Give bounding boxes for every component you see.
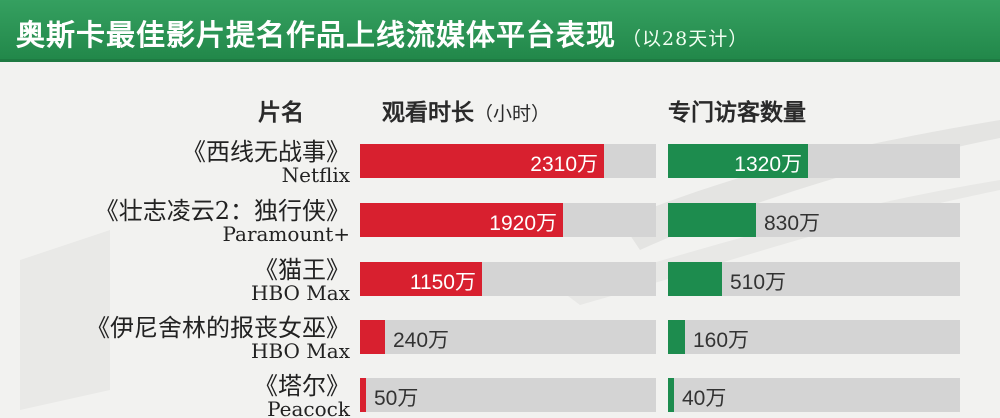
visit-track: 1320万 [668,144,960,178]
header-name: 片名 [258,100,304,126]
visit-value-label: 830万 [764,212,821,235]
watch-track: 1150万 [360,262,656,296]
watch-value-label: 1920万 [489,212,557,235]
visit-bar [668,203,756,237]
watch-value-label: 240万 [393,329,450,352]
row-label: 《西线无战事》 Netflix [0,140,350,185]
watch-value-label: 50万 [374,387,419,410]
visit-track: 830万 [668,203,960,237]
row-label: 《伊尼舍林的报丧女巫》 HBO Max [0,316,350,361]
film-title: 《塔尔》 [254,372,350,400]
watch-bar [360,144,604,178]
visit-value-label: 40万 [682,387,727,410]
watch-track: 1920万 [360,203,656,237]
watch-bar [360,203,563,237]
platform-name: Paramount+ [222,222,350,246]
chart-title: 奥斯卡最佳影片提名作品上线流媒体平台表现 （以28天计） [16,12,748,54]
platform-name: HBO Max [251,281,350,305]
film-title: 《西线无战事》 [182,138,350,166]
visit-track: 510万 [668,262,960,296]
watch-track: 2310万 [360,144,656,178]
watch-bar [360,378,366,412]
visit-bar [668,262,722,296]
watch-bar [360,262,482,296]
row-label: 《猫王》 HBO Max [0,258,350,303]
watch-value-label: 1150万 [409,271,476,294]
watch-track: 50万 [360,378,656,412]
film-title: 《猫王》 [254,256,350,284]
row-label: 《壮志凌云2：独行侠》 Paramount+ [0,199,350,244]
platform-name: Peacock [267,397,350,418]
row-label: 《塔尔》 Peacock [0,374,350,418]
title-main: 奥斯卡最佳影片提名作品上线流媒体平台表现 [16,18,617,52]
visit-bar [668,144,808,178]
platform-name: HBO Max [251,339,350,363]
visit-bar [668,320,685,354]
film-title: 《壮志凌云2：独行侠》 [94,197,350,225]
visit-value-label: 160万 [693,329,750,352]
visit-value-label: 510万 [730,271,787,294]
visit-track: 160万 [668,320,960,354]
platform-name: Netflix [281,163,350,187]
film-title: 《伊尼舍林的报丧女巫》 [86,314,350,342]
watch-bar [360,320,385,354]
title-bar: 奥斯卡最佳影片提名作品上线流媒体平台表现 （以28天计） [0,0,1000,62]
visit-bar [668,378,674,412]
header-visits: 专门访客数量 [668,100,806,126]
header-watch: 观看时长（小时） [382,100,551,126]
watch-value-label: 2310万 [530,153,598,176]
visit-track: 40万 [668,378,960,412]
title-subtitle: （以28天计） [622,28,749,50]
watch-track: 240万 [360,320,656,354]
visit-value-label: 1320万 [734,153,802,176]
header-watch-unit: （小时） [474,103,551,125]
